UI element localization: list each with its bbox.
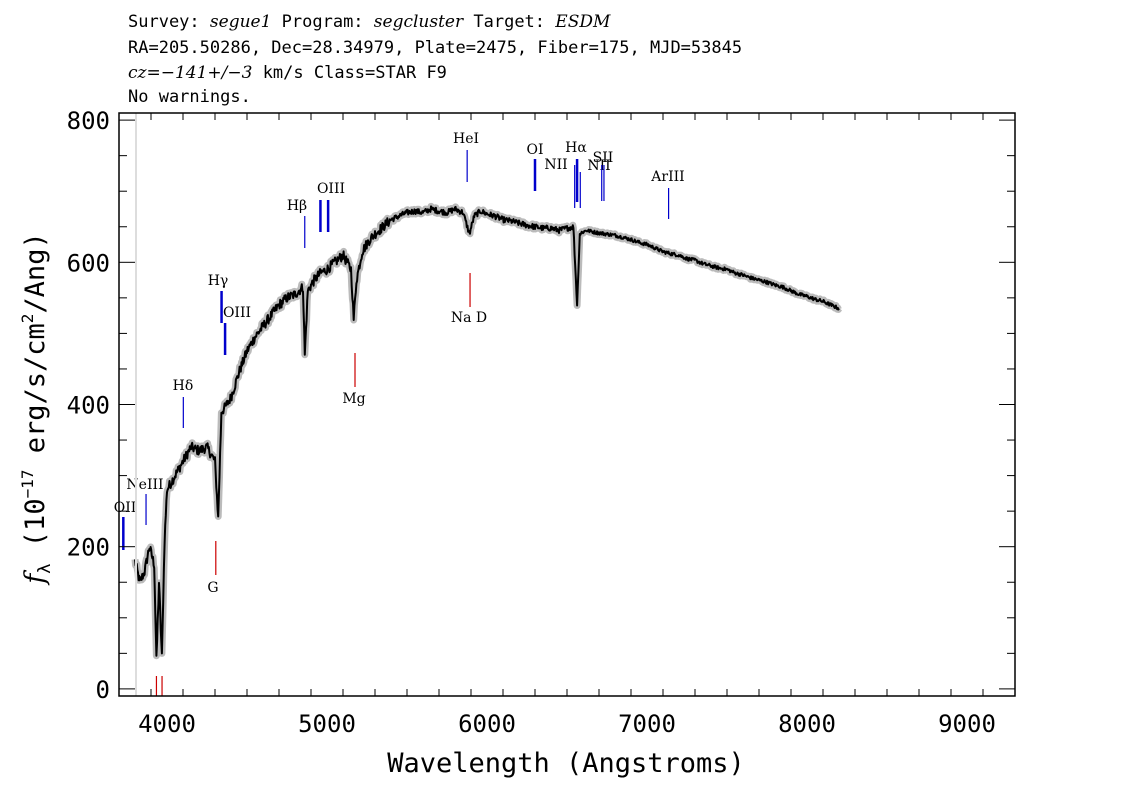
- x-tick-label: 4000: [138, 710, 196, 738]
- y-tick-label: 400: [67, 392, 110, 420]
- y-axis-symbol: f: [20, 570, 51, 586]
- spectrum-layer: [134, 205, 840, 657]
- absorption-line-label: Mg: [342, 391, 365, 407]
- x-tick-label: 9000: [938, 710, 996, 738]
- emission-line-label: OI: [526, 142, 543, 158]
- header-line-1: Survey: segue1 Program: segcluster Targe…: [128, 12, 610, 32]
- program-value: segcluster: [373, 12, 464, 32]
- y-axis-sub: λ: [35, 563, 55, 573]
- cz-value: cz=−141+/−3: [128, 63, 253, 83]
- y-axis-exp2: 2: [18, 314, 37, 324]
- header-line-3: cz=−141+/−3 km/s Class=STAR F9: [128, 63, 447, 83]
- emission-line-label: OIII: [223, 305, 251, 321]
- spectrum-line: [134, 205, 840, 657]
- y-tick-label: 200: [67, 534, 110, 562]
- emission-line-label: ArIII: [650, 169, 684, 185]
- emission-line-label: NII: [587, 158, 610, 174]
- absorption-line-label: G: [207, 580, 218, 596]
- survey-value: segue1: [209, 12, 272, 32]
- target-value: ESDM: [555, 12, 611, 32]
- plot-frame: [118, 112, 1016, 697]
- absorption-line-label: Na D: [451, 310, 487, 326]
- target-label: Target:: [473, 12, 546, 32]
- x-tick-label: 8000: [778, 710, 836, 738]
- header-line-2: RA=205.50286, Dec=28.34979, Plate=2475, …: [128, 38, 743, 58]
- emission-line-label: Hβ: [287, 198, 307, 214]
- emission-line-label: OIII: [317, 181, 345, 197]
- y-tick-label: 0: [96, 676, 110, 704]
- emission-line-label: NII: [544, 157, 567, 173]
- axes-layer: 4000 5000 6000 7000 8000 9000 0 200 400 600 800: [67, 107, 1016, 738]
- emission-line-label: Hδ: [173, 378, 194, 394]
- y-axis-title: fλ (10−17 erg/s/cm2/Ang): [18, 232, 55, 585]
- x-tick-label: 6000: [458, 710, 516, 738]
- emission-line-label: OII: [114, 500, 137, 516]
- x-axis-title: Wavelength (Angstroms): [387, 748, 745, 779]
- x-tick-label: 5000: [298, 710, 356, 738]
- y-axis-end: /Ang): [20, 232, 51, 313]
- y-axis-mid2: erg/s/cm: [20, 323, 51, 469]
- class-text: km/s Class=STAR F9: [252, 63, 447, 83]
- emission-line-label: Hα: [565, 140, 587, 156]
- y-axis-exp: −17: [18, 470, 37, 499]
- program-label: Program:: [281, 12, 364, 32]
- header-line-4: No warnings.: [128, 87, 251, 107]
- spectrum-error-band: [131, 202, 843, 660]
- y-tick-label: 600: [67, 249, 110, 277]
- survey-label: Survey:: [128, 12, 200, 32]
- emission-line-label: NeIII: [126, 477, 163, 493]
- x-tick-label: 7000: [618, 710, 676, 738]
- y-axis-mid: (10: [20, 498, 51, 563]
- emission-line-label: Hγ: [208, 273, 229, 289]
- emission-line-label: SII: [593, 150, 614, 166]
- error-band-layer: [131, 202, 843, 660]
- y-tick-label: 800: [67, 107, 110, 135]
- emission-line-label: HeI: [453, 131, 479, 147]
